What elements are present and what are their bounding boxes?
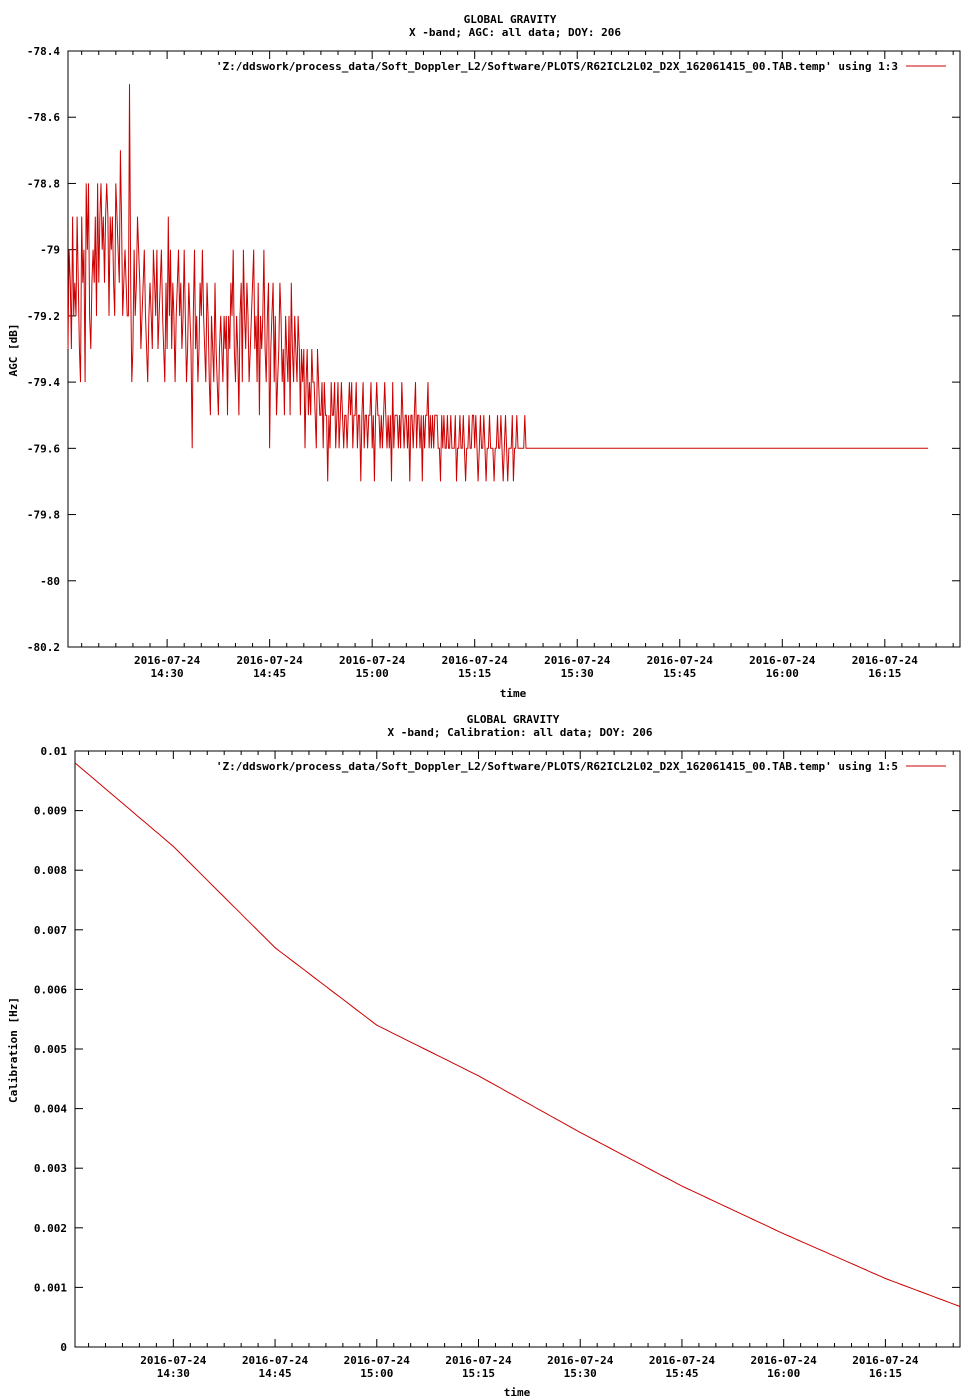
agc-y-tick-label: -80 [40, 575, 60, 588]
agc-x-tick-time-label: 16:00 [766, 667, 799, 680]
calibration-x-axis-label: time [504, 1386, 531, 1399]
calibration-y-tick-label: 0.006 [34, 983, 67, 996]
agc-y-tick-label: -79 [40, 244, 60, 257]
calibration-y-tick-label: 0.001 [34, 1281, 67, 1294]
calibration-y-tick-label: 0.01 [41, 745, 68, 758]
agc-chart-subtitle: X -band; AGC: all data; DOY: 206 [409, 26, 621, 39]
calibration-legend-text: 'Z:/ddswork/process_data/Soft_Doppler_L2… [216, 760, 898, 773]
calibration-x-tick-date-label: 2016-07-24 [547, 1354, 614, 1367]
agc-x-axis-label: time [500, 687, 527, 700]
calibration-chart-subtitle: X -band; Calibration: all data; DOY: 206 [388, 726, 653, 739]
agc-y-ticks: -78.4 -78.6 -78.8 -79 -79.2 -79.4 -79.6 -79.8 -8… [27, 45, 960, 654]
agc-x-tick-date-label: 2016-07-24 [852, 654, 919, 667]
agc-x-tick-time-label: 16:15 [868, 667, 901, 680]
calibration-x-tick-time-label: 14:30 [157, 1367, 190, 1380]
agc-x-tick-time-label: 15:15 [458, 667, 491, 680]
agc-y-tick-label: -79.8 [27, 509, 60, 522]
agc-y-tick-label: -78.6 [27, 111, 60, 124]
agc-x-tick-date-label: 2016-07-24 [544, 654, 611, 667]
calibration-x-tick-time-label: 14:45 [258, 1367, 291, 1380]
agc-x-tick-date-label: 2016-07-24 [749, 654, 816, 667]
calibration-series-line [74, 762, 961, 1307]
calibration-y-tick-label: 0.003 [34, 1162, 67, 1175]
agc-chart: GLOBAL GRAVITY X -band; AGC: all data; D… [7, 13, 961, 700]
agc-x-tick-date-label: 2016-07-24 [647, 654, 714, 667]
calibration-x-tick-date-label: 2016-07-24 [242, 1354, 309, 1367]
agc-x-tick-date-label: 2016-07-24 [339, 654, 406, 667]
calibration-plot-frame [74, 750, 961, 1348]
agc-x-tick-time-label: 15:45 [663, 667, 696, 680]
agc-legend-text: 'Z:/ddswork/process_data/Soft_Doppler_L2… [216, 60, 898, 73]
agc-x-tick-time-label: 14:45 [253, 667, 286, 680]
agc-y-tick-label: -78.8 [27, 177, 60, 190]
calibration-x-tick-date-label: 2016-07-24 [140, 1354, 207, 1367]
calibration-x-tick-time-label: 15:45 [665, 1367, 698, 1380]
agc-y-tick-label: -79.2 [27, 310, 60, 323]
calibration-y-tick-label: 0.004 [34, 1103, 67, 1116]
agc-series-line [67, 84, 929, 482]
calibration-chart: GLOBAL GRAVITY X -band; Calibration: all… [7, 713, 961, 1399]
agc-x-tick-date-label: 2016-07-24 [237, 654, 304, 667]
agc-y-tick-label: -80.2 [27, 641, 60, 654]
agc-y-tick-label: -79.6 [27, 442, 60, 455]
calibration-x-tick-time-label: 15:15 [462, 1367, 495, 1380]
calibration-x-tick-time-label: 15:00 [360, 1367, 393, 1380]
calibration-chart-title: GLOBAL GRAVITY [467, 713, 560, 726]
agc-x-tick-date-label: 2016-07-24 [134, 654, 201, 667]
agc-y-tick-label: -78.4 [27, 45, 60, 58]
calibration-x-tick-date-label: 2016-07-24 [344, 1354, 411, 1367]
calibration-x-tick-date-label: 2016-07-24 [751, 1354, 818, 1367]
calibration-y-tick-label: 0 [60, 1341, 67, 1354]
calibration-y-axis-label: Calibration [Hz] [7, 997, 20, 1103]
calibration-x-tick-date-label: 2016-07-24 [649, 1354, 716, 1367]
calibration-x-tick-date-label: 2016-07-24 [445, 1354, 512, 1367]
calibration-y-tick-label: 0.008 [34, 864, 67, 877]
calibration-y-tick-label: 0.002 [34, 1222, 67, 1235]
agc-chart-title: GLOBAL GRAVITY [464, 13, 557, 26]
calibration-y-tick-label: 0.007 [34, 924, 67, 937]
agc-x-tick-time-label: 14:30 [151, 667, 184, 680]
calibration-y-ticks: 0.01 0.009 0.008 0.007 0.006 0.005 0.004 0.003 0… [34, 745, 960, 1354]
calibration-x-tick-date-label: 2016-07-24 [852, 1354, 919, 1367]
calibration-x-tick-time-label: 16:15 [869, 1367, 902, 1380]
calibration-y-tick-label: 0.009 [34, 805, 67, 818]
agc-x-tick-time-label: 15:30 [561, 667, 594, 680]
agc-x-tick-date-label: 2016-07-24 [442, 654, 509, 667]
agc-y-axis-label: AGC [dB] [7, 324, 20, 377]
agc-plot-frame [67, 50, 961, 648]
calibration-y-tick-label: 0.005 [34, 1043, 67, 1056]
agc-x-tick-time-label: 15:00 [356, 667, 389, 680]
agc-y-tick-label: -79.4 [27, 376, 60, 389]
calibration-x-tick-time-label: 15:30 [564, 1367, 597, 1380]
calibration-x-tick-time-label: 16:00 [767, 1367, 800, 1380]
calibration-x-ticks: 2016-07-2414:302016-07-2414:452016-07-24… [88, 751, 954, 1380]
agc-x-ticks: 2016-07-2414:302016-07-2414:452016-07-24… [81, 51, 954, 680]
